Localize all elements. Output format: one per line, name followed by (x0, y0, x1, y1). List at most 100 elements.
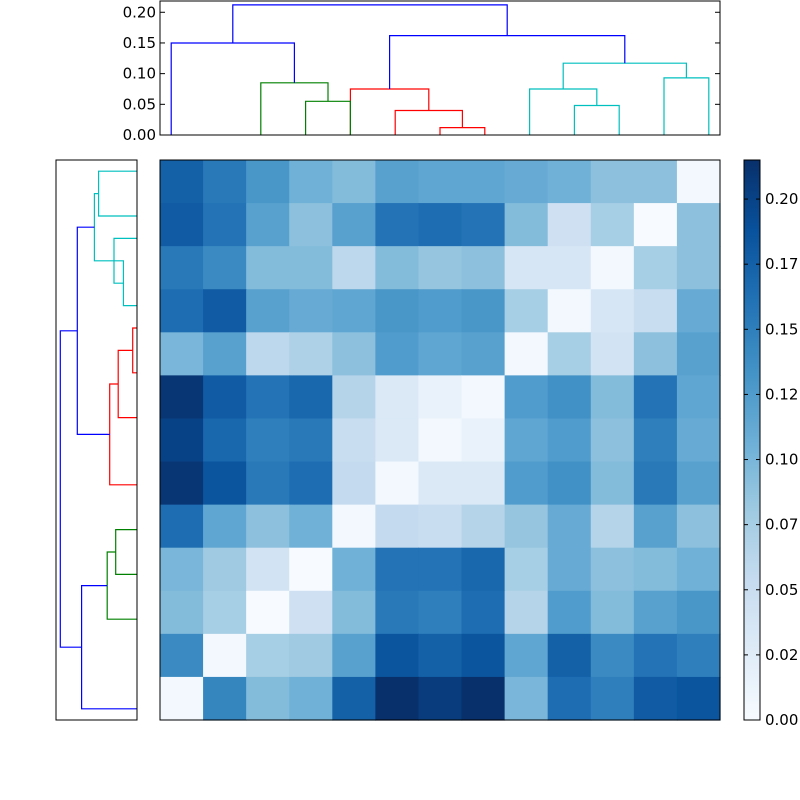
top-dendrogram-link (232, 4, 508, 43)
heatmap-cell (332, 547, 376, 592)
heatmap-cell (246, 547, 290, 592)
heatmap-cell (504, 418, 549, 463)
heatmap-cell (547, 504, 592, 549)
heatmap-cell (332, 633, 376, 678)
left-dendrogram-frame (55, 159, 138, 721)
heatmap-cell (246, 246, 290, 290)
colorbar-tick-label: 0.17 (765, 255, 798, 273)
top-dendrogram: 0.00 0.05 0.10 0.15 0.20 (123, 0, 721, 144)
heatmap-cell (203, 203, 247, 247)
heatmap-cell (418, 375, 463, 420)
heatmap-cell (418, 461, 463, 506)
left-dendrogram-link (59, 330, 82, 648)
heatmap-cell (461, 289, 506, 333)
heatmap-cell (461, 547, 506, 592)
heatmap-cell (418, 160, 463, 204)
heatmap-cell (676, 289, 721, 333)
heatmap-cell (418, 504, 463, 549)
heatmap-cell (676, 676, 721, 721)
heatmap-cell (590, 418, 635, 463)
heatmap-cell (375, 590, 420, 635)
heatmap-cell (547, 547, 592, 592)
heatmap-cell (590, 590, 635, 635)
heatmap-cell (246, 633, 290, 678)
heatmap-cell (160, 504, 204, 549)
heatmap-cell (461, 633, 506, 678)
heatmap-cell (676, 504, 721, 549)
heatmap-cell (590, 504, 635, 549)
top-dendrogram-tick-label: 0.05 (123, 95, 156, 113)
heatmap-cell (160, 246, 204, 290)
heatmap-cell (504, 246, 549, 290)
heatmap-cell (375, 246, 420, 290)
heatmap-cell (203, 590, 247, 635)
heatmap-cell (418, 590, 463, 635)
top-dendrogram-tick-label: 0.10 (123, 65, 156, 83)
top-dendrogram-tick-label: 0.20 (123, 3, 156, 21)
heatmap-cell (590, 160, 635, 204)
heatmap-cell (504, 504, 549, 549)
heatmap-cell (246, 289, 290, 333)
heatmap-cell (590, 633, 635, 678)
heatmap-cell (633, 375, 678, 420)
heatmap-cell (160, 289, 204, 333)
heatmap-cell (203, 246, 247, 290)
colorbar-tick-label: 0.05 (765, 581, 798, 599)
heatmap-cell (633, 418, 678, 463)
heatmap-cell (633, 289, 678, 333)
heatmap-cell (289, 633, 333, 678)
heatmap-cell (289, 332, 333, 376)
heatmap-cell (633, 504, 678, 549)
heatmap-cell (633, 590, 678, 635)
heatmap-cell (504, 203, 549, 247)
heatmap-cell (461, 203, 506, 247)
top-dendrogram-tick-label: 0.15 (123, 34, 156, 52)
heatmap-cell (203, 289, 247, 333)
heatmap-cell (418, 418, 463, 463)
heatmap-cell (461, 504, 506, 549)
heatmap-cell (160, 375, 204, 420)
colorbar-tick-label: 0.07 (765, 516, 798, 534)
heatmap-cell (332, 461, 376, 506)
heatmap-cell (375, 633, 420, 678)
heatmap-cell (332, 676, 376, 721)
heatmap-cell (676, 461, 721, 506)
colorbar-tick-label: 0.12 (765, 385, 798, 403)
heatmap-cell (504, 590, 549, 635)
heatmap-cell (160, 418, 204, 463)
heatmap-cell (246, 590, 290, 635)
heatmap-cell (375, 418, 420, 463)
heatmap-cell (375, 676, 420, 721)
top-dendrogram-tick-label: 0.00 (123, 126, 156, 144)
heatmap-cell (203, 547, 247, 592)
heatmap-cell (547, 160, 592, 204)
heatmap-cell (289, 375, 333, 420)
heatmap-cell (418, 547, 463, 592)
heatmap-cell (590, 203, 635, 247)
heatmap-cell (246, 676, 290, 721)
heatmap-cell (289, 160, 333, 204)
heatmap-cell (289, 676, 333, 721)
heatmap-cell (203, 375, 247, 420)
heatmap-cell (633, 203, 678, 247)
colorbar-tick-label: 0.00 (765, 711, 798, 729)
heatmap-cell (590, 375, 635, 420)
heatmap-cell (160, 203, 204, 247)
heatmap-cell (203, 332, 247, 376)
heatmap-cell (203, 160, 247, 204)
colorbar-tick-label: 0.15 (765, 320, 798, 338)
heatmap-cell (160, 461, 204, 506)
heatmap-cell (676, 246, 721, 290)
heatmap-cell (461, 418, 506, 463)
heatmap-cell (246, 332, 290, 376)
heatmap-cell (375, 375, 420, 420)
colorbar: 0.00 0.02 0.05 0.07 0.10 0.12 0.15 0.17 0.20 (743, 159, 798, 729)
heatmap-cell (504, 461, 549, 506)
heatmap-cell (461, 246, 506, 290)
heatmap-cell (547, 375, 592, 420)
heatmap-cell (547, 289, 592, 333)
heatmap-cell (633, 676, 678, 721)
heatmap-cell (547, 246, 592, 290)
heatmap-cell (375, 203, 420, 247)
